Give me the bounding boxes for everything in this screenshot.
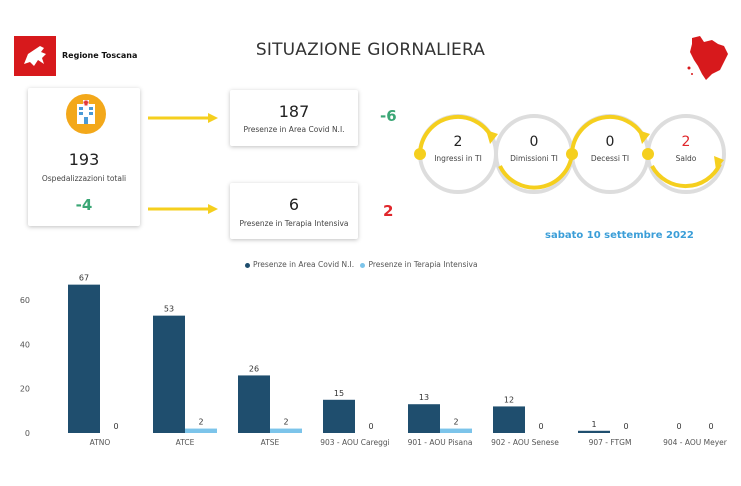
flow-arrowhead-1: [486, 130, 498, 144]
bar-value-label: 0: [368, 422, 373, 431]
total-delta: -4: [75, 196, 93, 214]
total-label: Ospedalizzazioni totali: [41, 174, 127, 183]
total-value: 193: [68, 150, 100, 169]
summary-arrows: [148, 113, 218, 214]
x-tick-label: 904 - AOU Meyer: [663, 438, 728, 447]
tuscany-map-icon: [686, 34, 730, 86]
bar-area-covid: [153, 315, 185, 433]
logo-text: Regione Toscana: [62, 51, 138, 60]
bar-value-label: 2: [198, 418, 203, 427]
terapia-delta: 2: [383, 202, 394, 220]
arrow-head-2: [208, 204, 218, 214]
bar-value-label: 1: [591, 420, 596, 429]
bar-terapia: [440, 428, 472, 433]
bar-area-covid: [408, 404, 440, 433]
hospital-icon: [66, 94, 106, 134]
bar-area-covid: [323, 399, 355, 433]
bar-value-label: 2: [453, 418, 458, 427]
bar-value-label: 53: [164, 305, 174, 314]
flow-arrowhead-3: [714, 156, 724, 170]
x-tick-label: ATSE: [261, 438, 280, 447]
flow-saldo: 2 Saldo: [646, 134, 726, 163]
flow-arc-4: [650, 163, 722, 189]
flow-arc-3: [570, 114, 646, 155]
x-tick-label: 903 - AOU Careggi: [320, 438, 390, 447]
flow-dimissioni-value: 0: [529, 134, 539, 150]
x-tick-label: 901 - AOU Pisana: [408, 438, 473, 447]
flow-arc-1: [418, 114, 494, 155]
flow-dot-2: [566, 148, 578, 160]
bar-value-label: 15: [334, 389, 344, 398]
flow-dot-1: [414, 148, 426, 160]
terapia-label: Presenze in Terapia Intensiva: [239, 219, 349, 228]
legend-terapia: Presenze in Terapia Intensiva: [368, 260, 478, 269]
bar-value-label: 67: [79, 274, 89, 283]
flow-dot-3: [642, 148, 654, 160]
bar-value-label: 0: [708, 422, 713, 431]
bar-area-covid: [238, 375, 270, 433]
legend-dot-terapia: [360, 262, 366, 268]
area-covid-delta: -6: [380, 107, 397, 125]
x-tick-label: ATCE: [176, 438, 195, 447]
flow-decessi: 0 Decessi TI: [570, 134, 650, 163]
bar-value-label: 0: [676, 422, 681, 431]
flow-decessi-value: 0: [605, 134, 615, 150]
report-date: sabato 10 settembre 2022: [545, 230, 694, 241]
page-title: SITUAZIONE GIORNALIERA: [255, 40, 486, 60]
x-tick-label: 907 - FTGM: [589, 438, 632, 447]
y-tick-label: 60: [20, 296, 30, 305]
bar-area-covid: [578, 430, 610, 433]
bar-value-label: 0: [538, 422, 543, 431]
bar-value-label: 0: [113, 422, 118, 431]
bar-value-label: 12: [504, 395, 514, 404]
flow-dimissioni: 0 Dimissioni TI: [494, 134, 574, 163]
regione-toscana-logo: [14, 36, 56, 76]
terapia-card: 6 Presenze in Terapia Intensiva: [230, 183, 358, 239]
y-tick-label: 40: [20, 340, 30, 349]
flow-ingressi-label: Ingressi in TI: [434, 154, 482, 163]
flow-ingressi: 2 Ingressi in TI: [418, 134, 498, 163]
bar-value-label: 26: [249, 364, 259, 373]
x-tick-label: ATNO: [90, 438, 111, 447]
area-covid-value: 187: [278, 102, 310, 121]
flow-saldo-label: Saldo: [675, 154, 697, 163]
legend-area-covid: Presenze in Area Covid N.I.: [253, 260, 355, 269]
bar-value-label: 0: [623, 422, 628, 431]
flow-arc-2: [498, 153, 574, 190]
flow-saldo-value: 2: [681, 134, 691, 150]
legend-dot-area-covid: [245, 262, 250, 268]
y-tick-label: 20: [20, 385, 30, 394]
flow-ingressi-value: 2: [453, 134, 463, 150]
terapia-value: 6: [288, 195, 300, 214]
bar-terapia: [270, 428, 302, 433]
chart-legend: Presenze in Area Covid N.I. Presenze in …: [245, 260, 478, 269]
arrow-head-1: [208, 113, 218, 123]
bar-terapia: [185, 428, 217, 433]
area-covid-card: 187 Presenze in Area Covid N.I.: [230, 90, 358, 146]
flow-arrowhead-2: [638, 130, 650, 144]
bar-area-covid: [493, 406, 525, 433]
bar-area-covid: [68, 284, 100, 433]
bar-value-label: 13: [419, 393, 429, 402]
bar-value-label: 2: [283, 418, 288, 427]
area-covid-label: Presenze in Area Covid N.I.: [243, 125, 345, 134]
total-hospitalizations-card: 193 Ospedalizzazioni totali -4: [28, 88, 140, 226]
x-tick-label: 902 - AOU Senese: [491, 438, 559, 447]
flow-dimissioni-label: Dimissioni TI: [510, 154, 558, 163]
y-tick-label: 0: [25, 429, 30, 438]
icu-flow-diagram: [414, 114, 726, 194]
flow-decessi-label: Decessi TI: [590, 154, 630, 163]
